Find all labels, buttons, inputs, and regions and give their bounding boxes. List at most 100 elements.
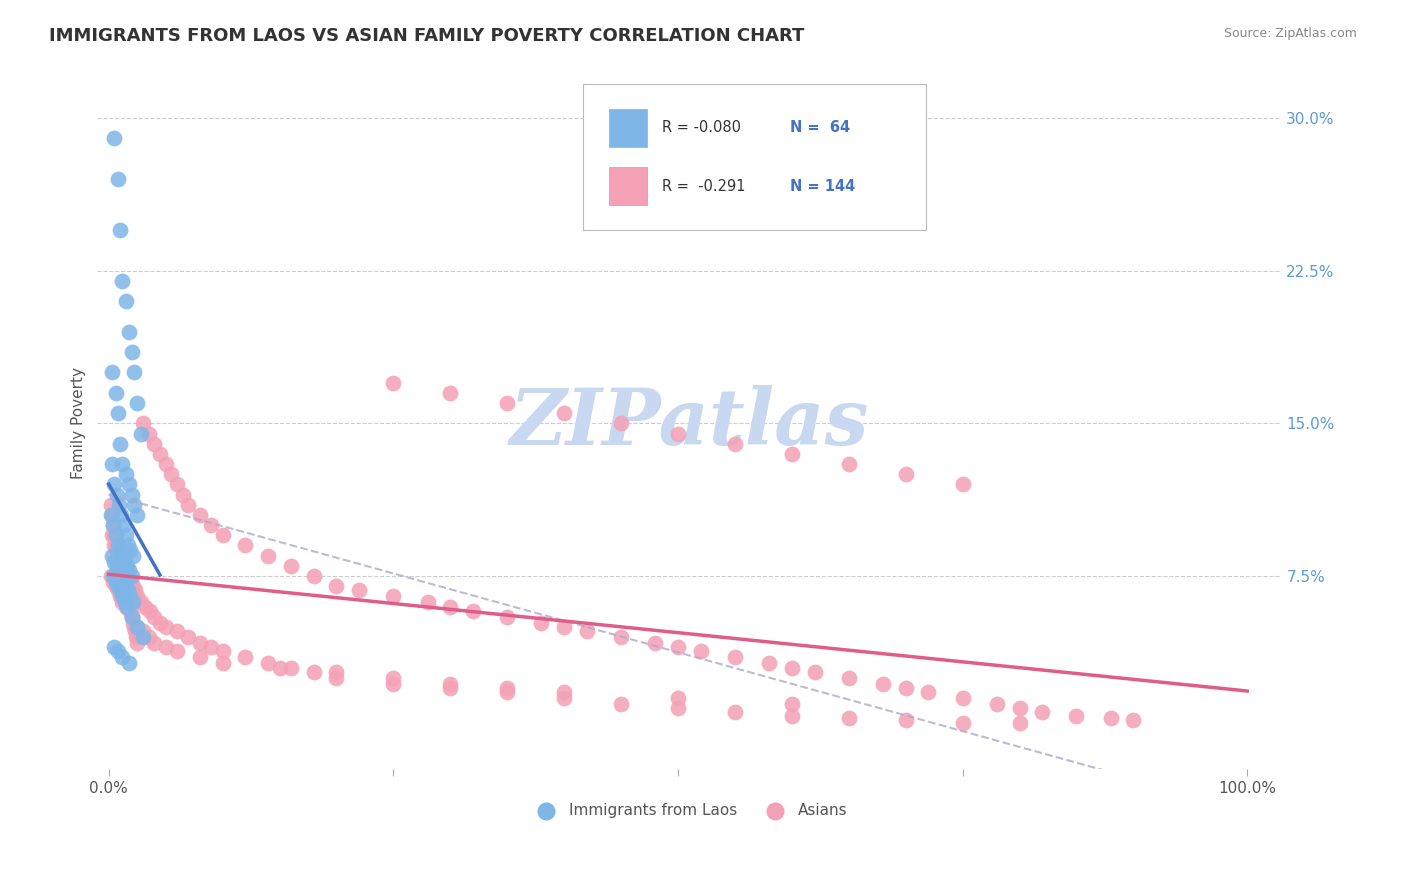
Point [110, 563, 132, 577]
Point [382, 376, 405, 390]
Text: R =  -0.291: R = -0.291 [662, 178, 745, 194]
Point [610, 630, 633, 644]
Point [111, 549, 134, 563]
Point [780, 447, 803, 461]
Text: N =  64: N = 64 [790, 120, 851, 135]
Point [644, 636, 666, 650]
Point [758, 657, 780, 671]
Point [1008, 701, 1031, 715]
Point [325, 579, 347, 593]
Point [127, 636, 149, 650]
Point [110, 508, 132, 522]
Point [149, 447, 172, 461]
Point [114, 599, 136, 614]
Point [112, 575, 135, 590]
Point [103, 569, 125, 583]
Point [114, 579, 136, 593]
Point [952, 477, 974, 491]
Point [107, 406, 129, 420]
Point [122, 498, 145, 512]
Point [132, 630, 155, 644]
Text: R = -0.080: R = -0.080 [662, 120, 741, 135]
Point [107, 549, 129, 563]
Point [496, 685, 519, 699]
Point [166, 644, 188, 658]
FancyBboxPatch shape [609, 109, 647, 146]
Point [952, 691, 974, 706]
Point [103, 518, 125, 533]
Point [280, 660, 302, 674]
Point [107, 539, 129, 553]
Text: ZIPatlas: ZIPatlas [510, 385, 869, 462]
Point [115, 590, 138, 604]
Point [575, 624, 598, 638]
Point [121, 595, 143, 609]
Point [439, 599, 461, 614]
Point [129, 595, 152, 609]
Point [120, 575, 142, 590]
Point [838, 457, 860, 471]
Point [114, 563, 136, 577]
Point [280, 558, 302, 573]
Point [121, 615, 143, 630]
Point [894, 714, 917, 728]
Point [104, 528, 127, 542]
Point [894, 467, 917, 482]
Point [108, 549, 131, 563]
Point [177, 498, 200, 512]
Point [101, 457, 124, 471]
Point [117, 539, 139, 553]
Point [120, 604, 142, 618]
Point [211, 528, 233, 542]
Point [108, 436, 131, 450]
Point [235, 650, 257, 665]
Point [121, 609, 143, 624]
Point [114, 555, 136, 569]
Point [416, 595, 439, 609]
Point [188, 636, 211, 650]
Point [108, 498, 131, 512]
Point [105, 487, 128, 501]
Point [724, 436, 747, 450]
Point [894, 681, 917, 695]
Point [138, 426, 160, 441]
FancyBboxPatch shape [609, 168, 647, 205]
Point [666, 426, 689, 441]
Point [166, 624, 188, 638]
Point [496, 681, 519, 695]
Point [666, 691, 689, 706]
Point [382, 677, 405, 691]
Point [103, 131, 125, 145]
Point [101, 508, 124, 522]
Point [439, 385, 461, 400]
Point [114, 595, 136, 609]
Text: IMMIGRANTS FROM LAOS VS ASIAN FAMILY POVERTY CORRELATION CHART: IMMIGRANTS FROM LAOS VS ASIAN FAMILY POV… [49, 27, 804, 45]
Point [200, 640, 222, 655]
Point [108, 583, 131, 598]
Point [112, 558, 135, 573]
Point [105, 542, 128, 557]
Point [120, 542, 142, 557]
Point [302, 569, 325, 583]
Point [103, 518, 125, 533]
Point [100, 508, 122, 522]
Point [138, 604, 160, 618]
Point [104, 579, 127, 593]
Point [111, 274, 134, 288]
Point [610, 697, 633, 711]
Point [666, 640, 689, 655]
Point [129, 426, 152, 441]
Point [121, 345, 143, 359]
Point [121, 579, 143, 593]
Point [172, 487, 194, 501]
Point [553, 406, 575, 420]
Point [127, 508, 149, 522]
Point [872, 677, 894, 691]
Point [103, 575, 125, 590]
Point [121, 487, 143, 501]
Point [1066, 709, 1088, 723]
Point [553, 685, 575, 699]
Point [100, 498, 122, 512]
Point [110, 569, 132, 583]
FancyBboxPatch shape [583, 85, 927, 229]
